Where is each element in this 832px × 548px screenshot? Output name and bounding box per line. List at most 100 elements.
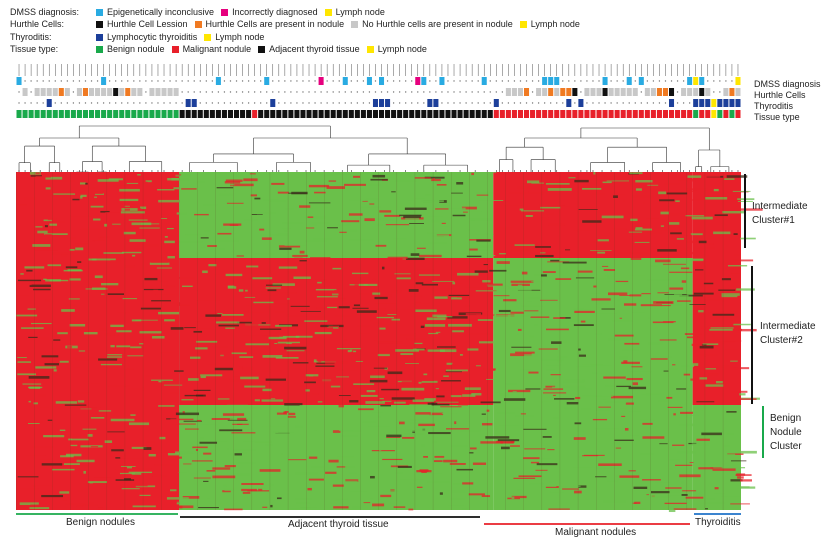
heatmap-noise <box>29 172 41 175</box>
heatmap-noise <box>738 328 757 332</box>
hurthle-cell <box>669 88 675 96</box>
dmss-dot <box>477 80 479 82</box>
heatmap-noise <box>610 395 634 399</box>
hurthle-dot <box>350 91 353 93</box>
heatmap-noise <box>219 429 243 432</box>
dmss-dot <box>296 80 298 82</box>
heatmap-noise <box>57 332 68 335</box>
heatmap-noise <box>120 455 126 459</box>
heatmap-noise <box>413 198 425 199</box>
heatmap-noise <box>507 286 525 289</box>
dmss-dot <box>205 80 208 82</box>
heatmap-noise <box>430 288 452 291</box>
hurthle-cell <box>58 88 64 96</box>
heatmap-noise <box>724 340 742 342</box>
thyroditis-cell <box>669 99 675 107</box>
tissue-cell <box>82 110 88 118</box>
heatmap-noise <box>236 255 244 257</box>
heatmap-noise <box>646 494 650 496</box>
heatmap-noise <box>75 465 89 468</box>
heatmap-noise <box>630 229 653 233</box>
heatmap-noise <box>200 374 223 377</box>
heatmap-noise <box>640 304 662 307</box>
heatmap-noise <box>24 454 46 456</box>
tissue-cell <box>409 110 415 118</box>
heatmap-noise <box>580 407 591 411</box>
thyroditis-dot <box>640 102 643 104</box>
heatmap-noise <box>511 346 532 348</box>
tissue-cell <box>566 110 572 118</box>
swatch-icon <box>324 8 332 16</box>
hurthle-dot <box>259 91 262 93</box>
heatmap-noise <box>293 276 311 279</box>
tissue-cell <box>723 110 729 118</box>
heatmap-noise <box>692 199 703 201</box>
heatmap-noise <box>264 444 274 447</box>
heatmap-noise <box>543 392 567 394</box>
heatmap-noise <box>465 286 482 288</box>
hurthle-dot <box>501 91 504 93</box>
heatmap-noise <box>578 485 587 488</box>
thyroditis-dot <box>646 102 649 104</box>
heatmap-noise <box>287 416 296 418</box>
thyroditis-cell <box>185 99 191 107</box>
dmss-cell <box>379 77 385 85</box>
heatmap-noise <box>707 373 719 376</box>
heatmap-noise <box>493 295 510 297</box>
thyroditis-cell <box>693 99 699 107</box>
heatmap-noise <box>258 270 274 273</box>
heatmap-noise <box>62 499 67 501</box>
heatmap-noise <box>672 364 676 366</box>
heatmap-noise <box>451 192 463 194</box>
heatmap-noise <box>379 327 386 330</box>
hurthle-dot <box>199 91 201 93</box>
tissue-cell <box>650 110 656 118</box>
heatmap-noise <box>545 183 570 185</box>
heatmap-noise <box>288 270 297 274</box>
heatmap-noise <box>547 261 570 263</box>
hurthle-cell <box>46 88 52 96</box>
heatmap-noise <box>158 405 175 407</box>
heatmap-noise <box>530 316 550 318</box>
heatmap-noise <box>326 377 335 380</box>
heatmap-noise <box>174 372 183 374</box>
heatmap-noise <box>418 274 440 276</box>
heatmap-noise <box>220 193 230 195</box>
heatmap-noise <box>372 503 385 507</box>
heatmap-noise <box>91 383 101 385</box>
dmss-cell <box>264 77 270 85</box>
hurthle-dot <box>30 91 32 93</box>
heatmap-noise <box>33 402 38 405</box>
heatmap-noise <box>525 215 533 217</box>
thyroditis-dot <box>471 102 473 104</box>
heatmap-noise <box>199 441 218 444</box>
heatmap-noise <box>705 497 715 500</box>
heatmap-noise <box>334 314 352 317</box>
dmss-dot <box>652 80 655 82</box>
heatmap-noise <box>81 187 99 190</box>
heatmap-noise <box>151 300 171 302</box>
heatmap-noise <box>198 507 219 509</box>
heatmap-noise <box>562 385 586 388</box>
heatmap-noise <box>412 430 415 434</box>
heatmap-noise <box>576 430 584 432</box>
heatmap-noise <box>727 453 744 455</box>
thyroditis-cell <box>705 99 711 107</box>
dmss-dot <box>157 80 159 82</box>
heatmap-noise <box>100 210 110 213</box>
legend: DMSS diagnosis: Epigenetically inconclus… <box>10 6 587 56</box>
heatmap-noise <box>78 350 86 352</box>
heatmap-noise <box>352 307 369 309</box>
thyroditis-dot <box>513 102 516 104</box>
heatmap-noise <box>306 227 315 229</box>
heatmap-noise <box>43 219 52 222</box>
heatmap-noise <box>145 440 155 443</box>
thyroditis-dot <box>175 102 177 104</box>
heatmap-noise <box>606 480 618 483</box>
group-label-malignant: Malignant nodules <box>555 527 637 538</box>
tissue-cell <box>644 110 650 118</box>
heatmap-noise <box>98 291 106 294</box>
heatmap-noise <box>616 299 621 302</box>
tissue-cell <box>294 110 300 118</box>
heatmap-noise <box>212 345 229 348</box>
